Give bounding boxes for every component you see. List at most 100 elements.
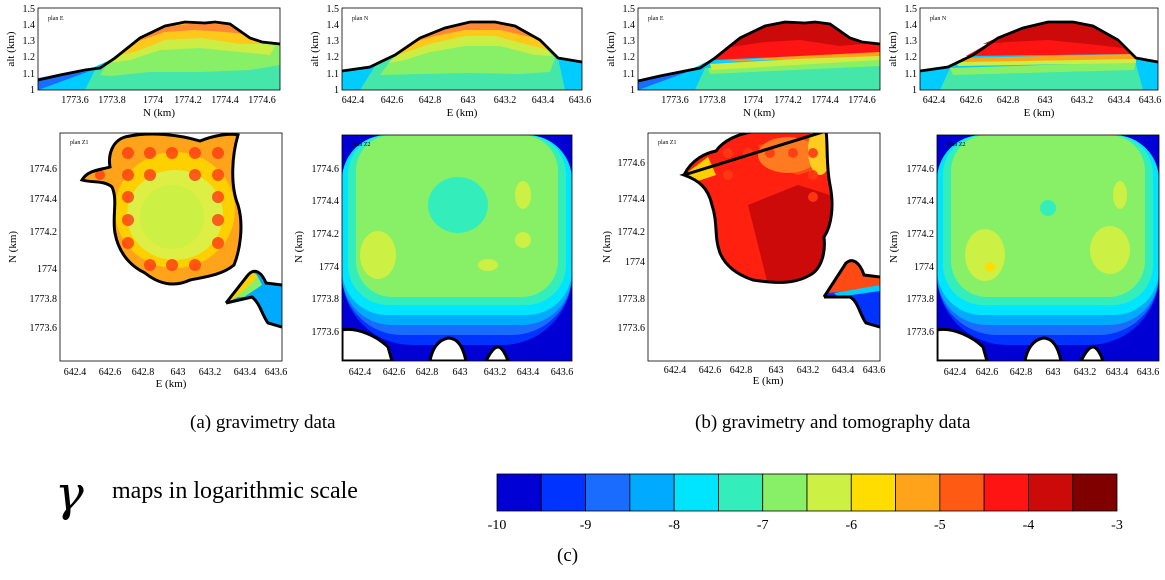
tick-label: 1773.6 [618, 323, 646, 334]
y-axis-label: N (km) [888, 231, 900, 263]
tick-label: 643.6 [1137, 367, 1160, 378]
tick-label: 643.2 [494, 95, 517, 106]
tick-label: 1774.6 [618, 158, 646, 169]
tick-label: 643.2 [199, 367, 222, 378]
tick-label: 1.5 [905, 4, 918, 15]
tick-label: 1774.2 [312, 229, 340, 240]
y-axis-label: alt (km) [887, 31, 899, 66]
colorbar-swatch [1072, 473, 1118, 512]
panel-a-plan-e: plan E 1 1.1 1.2 1.3 1.4 1.5 1773.6 1773… [0, 0, 290, 125]
tick-label: 1.1 [905, 69, 918, 80]
panel-b-plan-n: plan N 1 1.1 1.2 1.3 1.4 1.5 642.4 642.6… [878, 0, 1165, 125]
y-axis-label: N (km) [293, 231, 305, 263]
panel-a-plan-z1: plan Z1 1773.6 1773.8 1774 1774.2 1774.4… [0, 125, 290, 395]
plan-label: plan Z2 [947, 142, 966, 148]
tick-label: 1.1 [23, 69, 36, 80]
colorbar-swatch [629, 473, 675, 512]
tick-label: 1774.4 [618, 194, 646, 205]
colorbar-swatch [762, 473, 808, 512]
tick-label: 1774.6 [907, 164, 935, 175]
tick-label: 1774.4 [907, 196, 935, 207]
tick-label: 642.4 [342, 95, 365, 106]
tick-label: 642.6 [383, 367, 406, 378]
tick-label: 1773.8 [907, 294, 935, 305]
tick-label: 1.1 [327, 69, 340, 80]
x-axis-label: E (km) [753, 375, 784, 387]
colorbar-tick-label: -4 [1023, 518, 1035, 533]
tick-label: 1.1 [623, 69, 636, 80]
tick-label: 1774 [625, 257, 645, 268]
tick-label: 1774.2 [774, 95, 802, 106]
colorbar-swatch [1028, 473, 1074, 512]
tick-label: 1.5 [623, 4, 636, 15]
tick-label: 1.3 [905, 36, 918, 47]
colorbar-swatch [850, 473, 896, 512]
panel-a-plan-z2: plan Z2 1773.6 1773.8 1774 1774.2 1774.4… [288, 125, 588, 395]
tick-label: 643 [453, 367, 468, 378]
tick-label: 643.2 [1071, 95, 1094, 106]
tick-label: 1774 [914, 262, 934, 273]
tick-label: 1774.6 [30, 164, 58, 175]
tick-label: 1 [334, 85, 339, 96]
tick-label: 1.2 [623, 52, 636, 63]
tick-label: 643.4 [517, 367, 540, 378]
panel-b-plan-z2: plan Z2 1773.6 1773.8 1774 1774.2 1774.4… [885, 125, 1165, 395]
tick-label: 1774.6 [312, 164, 340, 175]
colorbar-swatch [540, 473, 586, 512]
tick-label: 643.6 [569, 95, 592, 106]
tick-label: 642.6 [699, 365, 722, 376]
tick-label: 642.4 [944, 367, 967, 378]
colorbar-swatch [895, 473, 941, 512]
tick-label: 642.4 [923, 95, 946, 106]
tick-label: 1774.4 [30, 194, 58, 205]
tick-label: 1 [912, 85, 917, 96]
tick-label: 642.6 [976, 367, 999, 378]
tick-label: 1.4 [23, 20, 36, 31]
panel-a-plan-n: plan N 1 1.1 1.2 1.3 1.4 1.5 642.4 642.6… [300, 0, 592, 125]
tick-label: 1.2 [327, 52, 340, 63]
colorbar: -10 -9 -8 -7 -6 -5 -4 -3 [488, 470, 1140, 540]
tick-label: 1774 [319, 262, 339, 273]
colorbar-swatch [806, 473, 852, 512]
tick-label: 642.4 [64, 367, 87, 378]
tick-label: 1774.6 [848, 95, 876, 106]
plan-label: plan E [648, 16, 664, 22]
colorbar-tick-label: -5 [934, 518, 946, 533]
tick-label: 1774.2 [907, 229, 935, 240]
tick-label: 643 [171, 367, 186, 378]
tick-label: 1.2 [905, 52, 918, 63]
colorbar-tick-label: -3 [1111, 518, 1123, 533]
colorbar-tick-label: -6 [845, 518, 857, 533]
caption-a: (a) gravimetry data [190, 412, 336, 433]
tick-label: 1774.6 [248, 95, 276, 106]
panel-b-plan-z1: plan Z1 1773.6 1773.8 1774 1774.2 1774.4… [598, 125, 888, 395]
tick-label: 642.8 [1010, 367, 1033, 378]
tick-label: 1773.8 [30, 294, 58, 305]
tick-label: 1.5 [23, 4, 36, 15]
tick-label: 642.8 [132, 367, 155, 378]
colorbar-swatch [496, 473, 542, 512]
x-axis-label: E (km) [156, 378, 187, 390]
caption-b: (b) gravimetry and tomography data [695, 412, 971, 433]
colorbar-tick-label: -7 [757, 518, 769, 533]
tick-label: 1.2 [23, 52, 36, 63]
plan-label: plan N [352, 16, 369, 22]
plan-label: plan E [48, 16, 64, 22]
tick-label: 1774 [743, 95, 763, 106]
tick-label: 1774.2 [30, 227, 58, 238]
colorbar-tick-label: -9 [580, 518, 592, 533]
colorbar-tick-label: -10 [488, 518, 507, 533]
caption-c: (c) [557, 545, 579, 566]
plan-label: plan N [930, 16, 947, 22]
colorbar-swatch [673, 473, 719, 512]
tick-label: 1773.6 [661, 95, 689, 106]
tick-label: 643.6 [551, 367, 574, 378]
tick-label: 1.4 [623, 20, 636, 31]
tick-label: 642.8 [419, 95, 442, 106]
tick-label: 642.6 [99, 367, 122, 378]
tick-label: 1.3 [23, 36, 36, 47]
tick-label: 1773.6 [61, 95, 89, 106]
tick-label: 1773.6 [30, 323, 58, 334]
colorbar-swatch [939, 473, 985, 512]
colorbar-swatch [983, 473, 1029, 512]
